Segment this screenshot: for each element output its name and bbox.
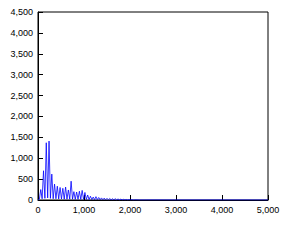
svg-text:0: 0	[28, 195, 33, 205]
svg-text:4,000: 4,000	[10, 28, 33, 38]
svg-text:5,000: 5,000	[257, 205, 280, 215]
svg-text:2,000: 2,000	[119, 205, 142, 215]
svg-text:1,000: 1,000	[73, 205, 96, 215]
svg-text:4,000: 4,000	[211, 205, 234, 215]
svg-text:2,500: 2,500	[10, 91, 33, 101]
svg-text:0: 0	[35, 205, 40, 215]
svg-text:3,000: 3,000	[165, 205, 188, 215]
svg-text:1,000: 1,000	[10, 153, 33, 163]
svg-text:2,000: 2,000	[10, 111, 33, 121]
svg-text:500: 500	[18, 174, 33, 184]
svg-text:3,500: 3,500	[10, 49, 33, 59]
svg-text:3,000: 3,000	[10, 70, 33, 80]
svg-text:1,500: 1,500	[10, 132, 33, 142]
svg-text:4,500: 4,500	[10, 7, 33, 17]
